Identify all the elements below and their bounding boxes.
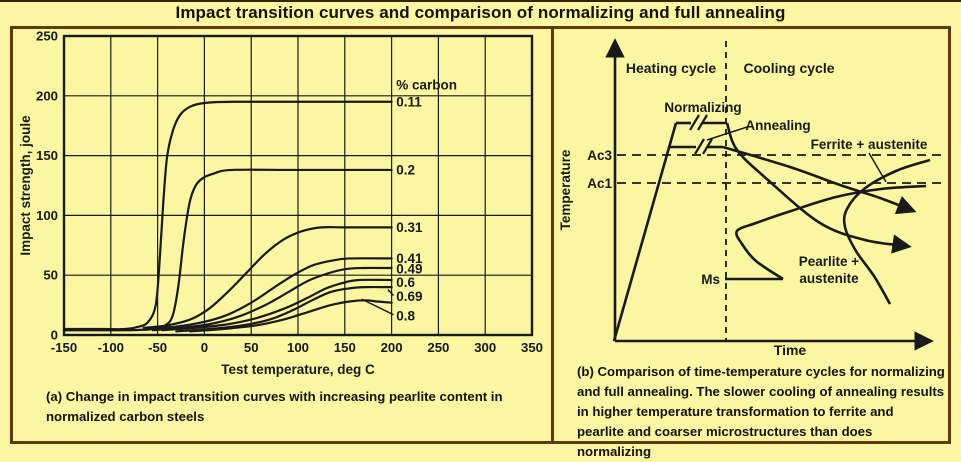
- caption-line: in higher temperature transformation to …: [577, 404, 894, 419]
- annealing-leader: [706, 126, 748, 141]
- series-label-0.2: 0.2: [396, 162, 415, 177]
- series-curve-0.31: [142, 225, 393, 329]
- annealing-cooling: [722, 145, 917, 215]
- svg-text:150: 150: [36, 148, 58, 163]
- series-label-0.31: 0.31: [396, 220, 423, 235]
- figure-frame: [10, 26, 951, 444]
- svg-text:50: 50: [43, 268, 58, 283]
- ferrite-leader: [868, 152, 887, 183]
- svg-text:100: 100: [287, 340, 309, 355]
- ttt-start-curve: [735, 184, 927, 281]
- normalizing-break-1: [689, 114, 700, 131]
- series-curve-0.11: [62, 100, 393, 331]
- panel-b-caption: (b) Comparison of time-temperature cycle…: [577, 362, 949, 462]
- figure-title: Impact transition curves and comparison …: [175, 3, 786, 22]
- series-label-0.11: 0.11: [396, 94, 422, 109]
- normalizing-break-2: [697, 114, 708, 131]
- label-ms: Ms: [701, 272, 720, 287]
- panel-a-caption: (a) Change in impact transition curves w…: [46, 387, 538, 427]
- series-curve-0.41: [147, 257, 393, 331]
- label-heating-cycle: Heating cycle: [626, 60, 716, 76]
- label-normalizing: Normalizing: [664, 100, 741, 115]
- svg-text:350: 350: [521, 340, 543, 355]
- caption-line: normalized carbon steels: [46, 409, 205, 424]
- series-curve-0.2: [62, 168, 393, 332]
- ttt-finish-curve: [842, 158, 931, 305]
- label-cooling-cycle: Cooling cycle: [743, 60, 834, 76]
- label-ferrite-austenite: Ferrite + austenite: [811, 137, 928, 152]
- x-axis-title: Test temperature, deg C: [221, 362, 375, 377]
- svg-text:250: 250: [36, 29, 58, 44]
- svg-text:-150: -150: [51, 340, 77, 355]
- label-leader-0: [387, 289, 395, 297]
- caption-line: (a) Change in impact transition curves w…: [46, 389, 503, 404]
- grid: [63, 35, 533, 336]
- svg-text:250: 250: [427, 340, 449, 355]
- time-temperature-diagram: Temperature Time Heating cycle Cooling cycl…: [558, 38, 946, 358]
- caption-line: pearlite and coarser microstructures tha…: [577, 424, 873, 459]
- series-curve-0.8: [189, 299, 393, 333]
- series-label-0.69: 0.69: [396, 289, 422, 304]
- label-ac3: Ac3: [587, 148, 612, 163]
- series-curve-0.6: [161, 278, 393, 332]
- impact-transition-chart: -150 -100 -50 0 50 100 150 200 250 300 350 0 50 100 15…: [18, 29, 543, 378]
- series-label-0.6: 0.6: [396, 275, 415, 290]
- svg-text:0: 0: [201, 340, 208, 355]
- svg-text:200: 200: [381, 340, 403, 355]
- svg-text:150: 150: [334, 340, 356, 355]
- annealing-break-1: [694, 138, 705, 155]
- svg-text:200: 200: [36, 88, 58, 103]
- series-label-0.49: 0.49: [396, 262, 422, 277]
- annealing-break-2: [702, 138, 713, 155]
- normalizing-cooling: [725, 122, 912, 254]
- x-tick-labels: -150 -100 -50 0 50 100 150 200 250 300 350: [51, 340, 543, 355]
- label-pearlite-line2: austenite: [799, 271, 859, 286]
- plot-border: [62, 34, 534, 337]
- label-ac1: Ac1: [587, 176, 612, 191]
- y-axis-title: Impact strength, joule: [18, 115, 33, 256]
- series-curves: [62, 100, 393, 333]
- svg-text:-100: -100: [98, 340, 124, 355]
- label-xlabel: Time: [774, 342, 807, 358]
- series-curve-0.49: [151, 266, 393, 332]
- label-pearlite-line1: Pearlite +: [799, 254, 860, 269]
- series-curve-0.69: [175, 285, 393, 333]
- svg-text:100: 100: [36, 208, 58, 223]
- svg-text:50: 50: [244, 340, 259, 355]
- series-header: % carbon: [396, 78, 457, 93]
- panel-divider: [551, 26, 554, 444]
- label-leader-1: [361, 298, 394, 316]
- top-border-line: [0, 0, 961, 2]
- label-annealing: Annealing: [745, 118, 810, 133]
- y-tick-labels: 0 50 100 150 200 250: [36, 29, 58, 343]
- heating-ramp: [612, 122, 678, 342]
- series-label-0.41: 0.41: [396, 251, 423, 266]
- series-label-0.8: 0.8: [396, 308, 415, 323]
- label-ylabel: Temperature: [558, 149, 573, 230]
- svg-text:-50: -50: [148, 340, 167, 355]
- svg-text:300: 300: [474, 340, 496, 355]
- caption-line: (b) Comparison of time-temperature cycle…: [577, 364, 945, 379]
- caption-line: and full annealing. The slower cooling o…: [577, 384, 945, 399]
- svg-text:0: 0: [51, 328, 58, 343]
